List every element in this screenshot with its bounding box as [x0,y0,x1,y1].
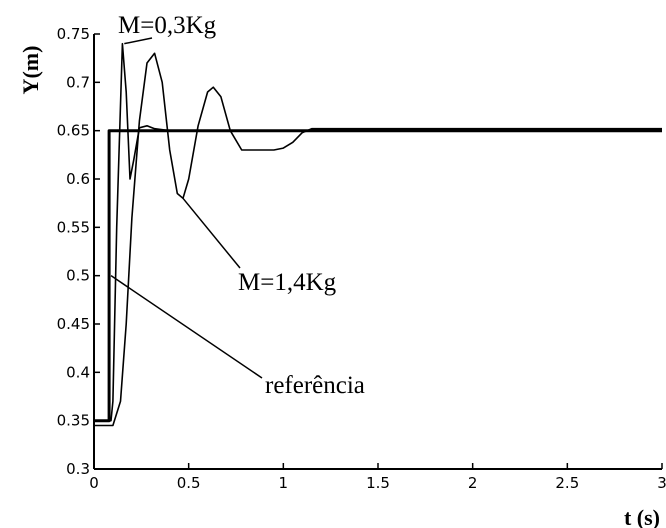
x-tick-label: 0.5 [177,474,201,492]
annotation-leader [124,37,153,45]
x-tick-label: 0 [89,474,99,492]
series-layer [94,42,662,427]
annotation-layer: M=0,3Kg M=1,4Kg referência [110,12,365,399]
series-line-2 [94,42,662,422]
y-tick-label: 0.7 [66,73,90,91]
y-tick-label: 0.55 [57,218,90,236]
x-axis-label: t (s) [624,505,660,528]
y-tick-label: 0.3 [66,460,90,478]
x-tick-label: 3 [657,474,666,492]
x-tick-label: 2 [468,474,478,492]
series-line-3 [94,52,662,427]
axes: 0.3 0.35 0.4 0.45 0.5 0.55 0.6 0.65 0.7 0.75 0 0.5 1… [57,25,666,492]
y-tick-label: 0.35 [57,412,90,430]
x-tick-label: 1.5 [366,474,390,492]
y-tick-label: 0.65 [57,122,90,140]
annotation-label: M=1,4Kg [238,269,337,296]
y-tick-label: 0.4 [66,363,90,381]
annotation-label: referência [265,372,365,399]
y-tick-label: 0.45 [57,315,90,333]
annotation-leader [110,275,263,379]
x-tick-label: 1 [279,474,289,492]
y-tick-label: 0.75 [57,25,90,43]
y-axis-label: Y(m) [18,46,43,95]
y-tick-label: 0.6 [66,170,90,188]
annotation-leader [182,197,241,269]
annotation-label: M=0,3Kg [118,12,217,39]
x-tick-label: 2.5 [555,474,579,492]
series-line-1 [94,129,662,423]
y-tick-label: 0.5 [66,267,90,285]
